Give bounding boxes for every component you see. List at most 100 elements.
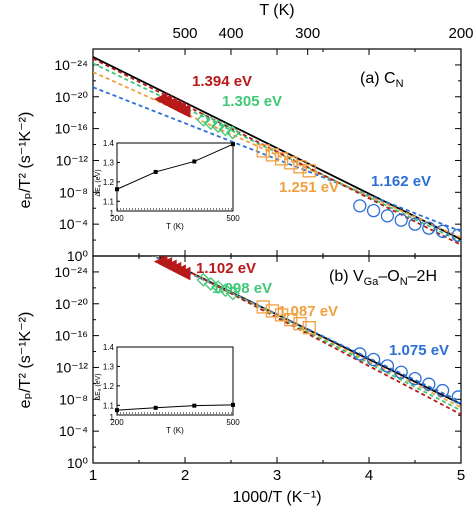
inset-point xyxy=(115,187,119,192)
data-point xyxy=(176,104,191,118)
inset-x-tick-label: 200 xyxy=(110,418,124,427)
bottom-axis-label: 1000/T (K⁻¹) xyxy=(232,489,321,506)
y-tick-label: 10⁻²⁴ xyxy=(54,57,88,73)
top-tick-label: 300 xyxy=(295,25,320,42)
inset-x-tick-label: 200 xyxy=(110,214,124,223)
data-point xyxy=(225,286,240,301)
top-tick-label: 500 xyxy=(172,25,197,42)
inset-x-axis-label: T (K) xyxy=(166,222,184,231)
data-point xyxy=(211,119,226,134)
series-label: 1.075 eV xyxy=(389,342,449,359)
data-point xyxy=(256,144,270,158)
data-point xyxy=(366,352,381,367)
data-point xyxy=(218,122,233,137)
data-point xyxy=(394,213,408,227)
data-point xyxy=(408,371,422,386)
fit-line xyxy=(151,256,461,403)
fit-line xyxy=(93,56,461,241)
y-tick-label: 10⁰ xyxy=(67,455,89,471)
data-point xyxy=(211,280,226,294)
inset-x-tick-label: 500 xyxy=(226,214,240,223)
x-tick-label: 4 xyxy=(365,467,373,484)
data-point xyxy=(422,377,436,391)
inset-point xyxy=(192,159,197,164)
inset-line xyxy=(116,143,234,190)
inset-y-tick-label: 1.2 xyxy=(103,382,115,391)
data-point xyxy=(274,308,289,322)
top-tick-label: 200 xyxy=(448,25,473,42)
panel-b-label: (b) VGa–ON–2H xyxy=(329,268,437,288)
series-label: 1.098 eV xyxy=(212,280,272,297)
inset-y-axis-label: ΔEₐ (eV) xyxy=(95,373,102,400)
x-tick-label: 1 xyxy=(89,467,97,484)
data-point xyxy=(353,199,367,213)
fit-line xyxy=(93,71,461,239)
inset-y-tick-label: 1.1 xyxy=(103,197,115,206)
inset-x-axis-label: T (K) xyxy=(166,426,184,435)
data-point xyxy=(265,304,280,318)
inset-point xyxy=(231,142,235,147)
y-axis-label-a: eₚ/T² (s⁻¹K⁻²) xyxy=(17,112,34,209)
data-point xyxy=(293,317,307,331)
inset-y-tick-label: 1 xyxy=(110,209,115,218)
data-point xyxy=(302,164,316,178)
data-point xyxy=(394,365,408,379)
y-tick-label: 10⁻⁴ xyxy=(59,216,88,232)
data-point xyxy=(435,224,450,238)
data-point xyxy=(203,116,218,130)
y-tick-label: 10⁻²⁴ xyxy=(54,264,88,280)
x-tick-label: 2 xyxy=(181,467,189,484)
y-tick-label: 10⁻¹⁶ xyxy=(55,121,88,137)
data-point xyxy=(265,148,280,162)
data-point xyxy=(353,347,367,361)
plot-area xyxy=(151,256,461,416)
y-tick-label: 10⁻⁸ xyxy=(59,184,88,200)
y-tick-label: 10⁻²⁰ xyxy=(55,296,89,312)
inset-point xyxy=(153,169,158,174)
panel-a: 10⁰ 10⁻⁴ 10⁻⁸ 10⁻¹² 10⁻¹⁶ 10⁻²⁰ 10⁻²⁴ 1.394 eV 1… xyxy=(54,48,462,264)
inset-y-tick-label: 1.3 xyxy=(103,158,115,167)
data-point xyxy=(176,266,191,281)
inset-point xyxy=(231,402,235,407)
y-tick-label: 10⁻¹⁶ xyxy=(55,328,88,344)
data-point xyxy=(422,221,436,235)
data-point xyxy=(435,383,450,398)
inset-frame xyxy=(116,142,234,212)
inset-frame xyxy=(116,346,234,416)
series-label: 1.251 eV xyxy=(279,179,339,196)
data-point xyxy=(451,228,461,242)
inset-x-tick-label: 500 xyxy=(226,418,240,427)
inset-point xyxy=(153,405,158,410)
data-point xyxy=(196,272,211,287)
fit-line xyxy=(157,256,461,416)
inset-y-tick-label: 1.4 xyxy=(103,343,115,352)
data-point xyxy=(218,283,233,298)
y-tick-label: 10⁻²⁰ xyxy=(55,89,89,105)
data-point xyxy=(196,112,211,127)
inset-line xyxy=(116,404,234,411)
panel-a-label: (a) CN xyxy=(360,70,404,90)
data-point xyxy=(380,359,395,373)
data-point xyxy=(225,125,240,140)
inset-y-tick-label: 1.4 xyxy=(103,139,115,148)
plot-area xyxy=(93,56,461,246)
inset-y-tick-label: 1.2 xyxy=(103,178,115,187)
series-label: 1.102 eV xyxy=(196,260,256,277)
top-tick-label: 400 xyxy=(218,25,243,42)
series-label: 1.305 eV xyxy=(222,93,282,110)
data-point xyxy=(256,300,270,314)
x-tick-label: 5 xyxy=(457,467,465,484)
inset-y-tick-label: 1.3 xyxy=(103,362,115,371)
data-point xyxy=(408,217,422,231)
series-label: 1.087 eV xyxy=(278,303,338,320)
top-axis-label: T (K) xyxy=(259,2,294,19)
data-point xyxy=(302,321,316,335)
y-tick-label: 10⁻⁴ xyxy=(59,423,88,439)
inset-y-tick-label: 1.1 xyxy=(103,401,115,410)
inset-y-tick-label: 1 xyxy=(110,413,115,422)
data-point xyxy=(380,209,395,223)
series-label: 1.162 eV xyxy=(371,173,431,190)
x-tick-label: 3 xyxy=(273,467,281,484)
panel-b: 10⁰ 10⁻⁴ 10⁻⁸ 10⁻¹² 10⁻¹⁶ 10⁻²⁰ 10⁻²⁴ 1.102 eV 1… xyxy=(54,255,462,471)
